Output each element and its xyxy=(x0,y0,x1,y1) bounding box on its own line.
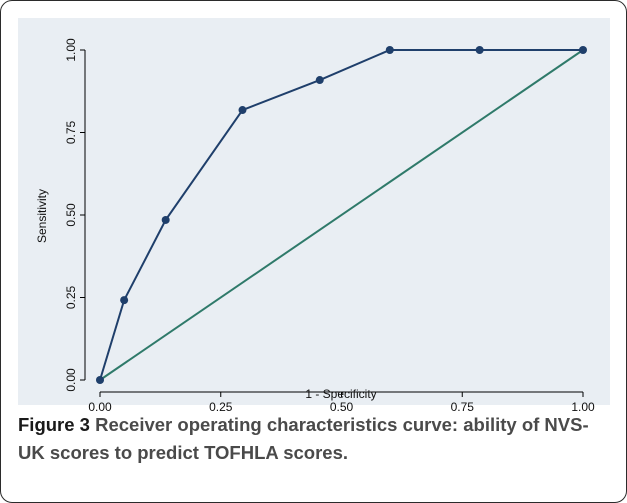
caption-label: Figure 3 xyxy=(18,414,90,435)
x-tick-label: 0.25 xyxy=(209,400,233,414)
figure-caption: Figure 3 Receiver operating characterist… xyxy=(18,411,608,467)
caption-text: Receiver operating characteristics curve… xyxy=(18,414,589,463)
series xyxy=(96,46,587,384)
roc-point xyxy=(238,106,247,115)
axes: 0.00 0.25 0.50 0.75 1.00 0.00 0.25 0.50 0.75 1.00 xyxy=(64,38,595,414)
roc-point xyxy=(120,296,129,305)
roc-point xyxy=(315,76,324,85)
x-tick-label: 1.00 xyxy=(571,400,595,414)
roc-curve-line xyxy=(99,49,583,381)
reference-line xyxy=(99,49,584,381)
y-tick-label: 0.50 xyxy=(64,203,78,227)
roc-point xyxy=(475,46,484,54)
labels: 1 - Specificity Sensitivity xyxy=(35,189,377,401)
roc-point xyxy=(579,46,587,54)
y-axis-label: Sensitivity xyxy=(35,189,49,243)
roc-point xyxy=(96,376,104,384)
y-tick-label: 0.25 xyxy=(64,285,78,309)
y-tick-label: 1.00 xyxy=(64,38,78,62)
x-tick-label: 0.50 xyxy=(330,400,354,414)
y-tick-label: 0.75 xyxy=(64,120,78,144)
x-axis-label: 1 - Specificity xyxy=(305,387,376,401)
roc-point xyxy=(161,215,170,224)
roc-point xyxy=(385,46,394,54)
y-tick-label: 0.00 xyxy=(64,368,78,392)
x-tick-label: 0.75 xyxy=(451,400,475,414)
x-tick-label: 0.00 xyxy=(88,400,112,414)
